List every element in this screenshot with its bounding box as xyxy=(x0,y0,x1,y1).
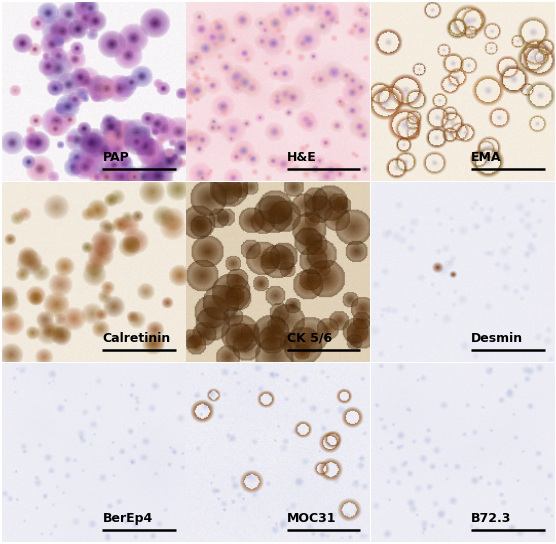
Text: PAP: PAP xyxy=(102,151,129,164)
Text: CK 5/6: CK 5/6 xyxy=(287,331,332,344)
Text: Desmin: Desmin xyxy=(471,331,523,344)
Text: MOC31: MOC31 xyxy=(287,512,336,525)
Text: B72.3: B72.3 xyxy=(471,512,512,525)
Text: H&E: H&E xyxy=(287,151,316,164)
Text: BerEp4: BerEp4 xyxy=(102,512,153,525)
Text: Calretinin: Calretinin xyxy=(102,331,171,344)
Text: EMA: EMA xyxy=(471,151,502,164)
